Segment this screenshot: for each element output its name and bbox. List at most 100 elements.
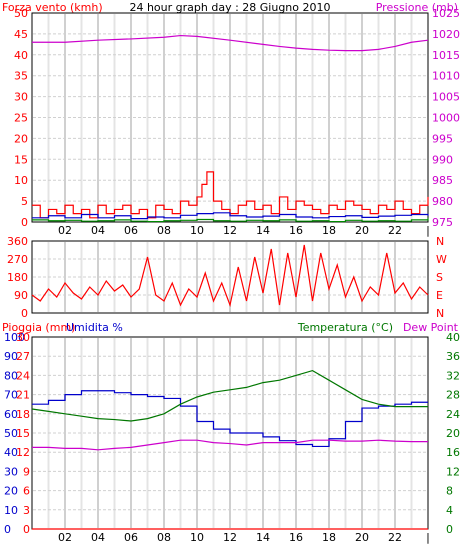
pressure-axis: 1025 1020 1015 1010 1005 1000 995 990 985 980 975: [432, 7, 460, 229]
humidity-tick-label: 50: [4, 427, 18, 440]
x-tick-label: 12: [223, 224, 237, 237]
temperature-humidity-grid: [33, 338, 427, 528]
dew-point-line: [32, 439, 428, 451]
humidity-tick-label: 60: [4, 408, 18, 421]
wind-direction-tick-label: 360: [7, 235, 28, 248]
wind-direction-tick-label: 90: [14, 289, 28, 302]
temperature-axis-title: Temperatura (°C): [297, 321, 393, 334]
pressure-tick-label: 1010: [432, 70, 460, 83]
rain-tick-label: 18: [16, 408, 30, 421]
wind-speed-tick-label: 45: [14, 28, 28, 41]
compass-tick-label: N: [436, 307, 444, 320]
x-tick-label: 22: [388, 531, 402, 544]
humidity-tick-label: 70: [4, 389, 18, 402]
x-tick-label: 02: [58, 224, 72, 237]
wind-speed-tick-label: 0: [21, 216, 28, 229]
x-tick-label: 02: [58, 531, 72, 544]
x-tick-label: 04: [91, 224, 105, 237]
temperature-tick-label: 16: [446, 446, 460, 459]
rain-tick-label: 15: [16, 427, 30, 440]
temperature-tick-label: 0: [446, 523, 453, 536]
compass-tick-label: N: [436, 235, 444, 248]
humidity-axis-title: Umidita %: [66, 321, 123, 334]
temperature-tick-label: 40: [446, 331, 460, 344]
pressure-tick-label: 1000: [432, 112, 460, 125]
humidity-tick-label: 20: [4, 485, 18, 498]
wind-speed-tick-label: 35: [14, 70, 28, 83]
wind-line-wind_gust: [32, 171, 429, 219]
rain-tick-label: 6: [23, 485, 30, 498]
temperature-humidity-series: [31, 369, 428, 530]
wind-speed-tick-label: 25: [14, 112, 28, 125]
wind-line-wind_avg: [32, 212, 429, 220]
wind-direction-tick-label: 270: [7, 253, 28, 266]
rain-tick-label: 21: [16, 389, 30, 402]
temperature-tick-label: 4: [446, 504, 453, 517]
temperature-tick-label: 28: [446, 389, 460, 402]
humidity-tick-label: 80: [4, 369, 18, 382]
wind-speed-tick-label: 5: [21, 195, 28, 208]
x-tick-label: 06: [124, 531, 138, 544]
humidity-tick-label: 10: [4, 504, 18, 517]
humidity-tick-label: 30: [4, 465, 18, 478]
pressure-tick-label: 975: [432, 216, 453, 229]
wind-speed-tick-label: 30: [14, 91, 28, 104]
compass-tick-label: E: [436, 289, 443, 302]
rain-tick-label: 30: [16, 331, 30, 344]
pressure-tick-label: 980: [432, 195, 453, 208]
wind-direction-grid: [33, 242, 427, 312]
x-tick-label: 16: [289, 224, 303, 237]
humidity-line: [32, 390, 428, 448]
humidity-tick-label: 90: [4, 350, 18, 363]
temperature-line: [31, 369, 428, 422]
pressure-axis-title: Pressione (mb): [376, 1, 458, 14]
rain-tick-label: 12: [16, 446, 30, 459]
temperature-tick-label: 24: [446, 408, 460, 421]
wind-pressure-series: [32, 34, 429, 223]
pressure-tick-label: 990: [432, 153, 453, 166]
x-tick-label: 14: [256, 224, 270, 237]
wind-direction-series: [31, 244, 429, 308]
compass-tick-label: W: [436, 253, 447, 266]
rain-tick-label: 24: [16, 369, 30, 382]
x-tick-label: 10: [190, 531, 204, 544]
temperature-tick-label: 36: [446, 350, 460, 363]
pressure-tick-label: 985: [432, 174, 453, 187]
rain-tick-label: 0: [23, 523, 30, 536]
wind-direction-degrees-axis: 360 270 180 90 0: [7, 235, 28, 320]
chart-title: 24 hour graph day : 28 Giugno 2010: [129, 1, 330, 14]
wind-speed-tick-label: 50: [14, 7, 28, 20]
x-tick-label: |: [426, 531, 430, 544]
wind-speed-tick-label: 10: [14, 174, 28, 187]
humidity-tick-label: 100: [4, 331, 25, 344]
x-tick-label: 22: [388, 224, 402, 237]
rain-tick-label: 27: [16, 350, 30, 363]
rain-tick-label: 9: [23, 465, 30, 478]
humidity-tick-label: 0: [4, 523, 11, 536]
x-tick-label: 06: [124, 224, 138, 237]
wind-speed-tick-label: 40: [14, 49, 28, 62]
x-tick-label: 20: [355, 224, 369, 237]
pressure-tick-label: 995: [432, 132, 453, 145]
x-tick-label: 10: [190, 224, 204, 237]
pressure-tick-label: 1005: [432, 91, 460, 104]
pressure-tick-label: 1015: [432, 49, 460, 62]
pressure-line: [32, 34, 429, 52]
temperature-tick-label: 20: [446, 427, 460, 440]
x-tick-label: 12: [223, 531, 237, 544]
wind-speed-tick-label: 15: [14, 153, 28, 166]
compass-tick-label: S: [436, 271, 443, 284]
wind-line-wind_green: [32, 217, 429, 223]
wind-speed-tick-label: 20: [14, 132, 28, 145]
temperature-tick-label: 32: [446, 369, 460, 382]
temperature-humidity-x-axis: 02 04 06 08 10 12 14 16 18 20 22 |: [58, 531, 430, 544]
x-tick-label: 08: [157, 224, 171, 237]
